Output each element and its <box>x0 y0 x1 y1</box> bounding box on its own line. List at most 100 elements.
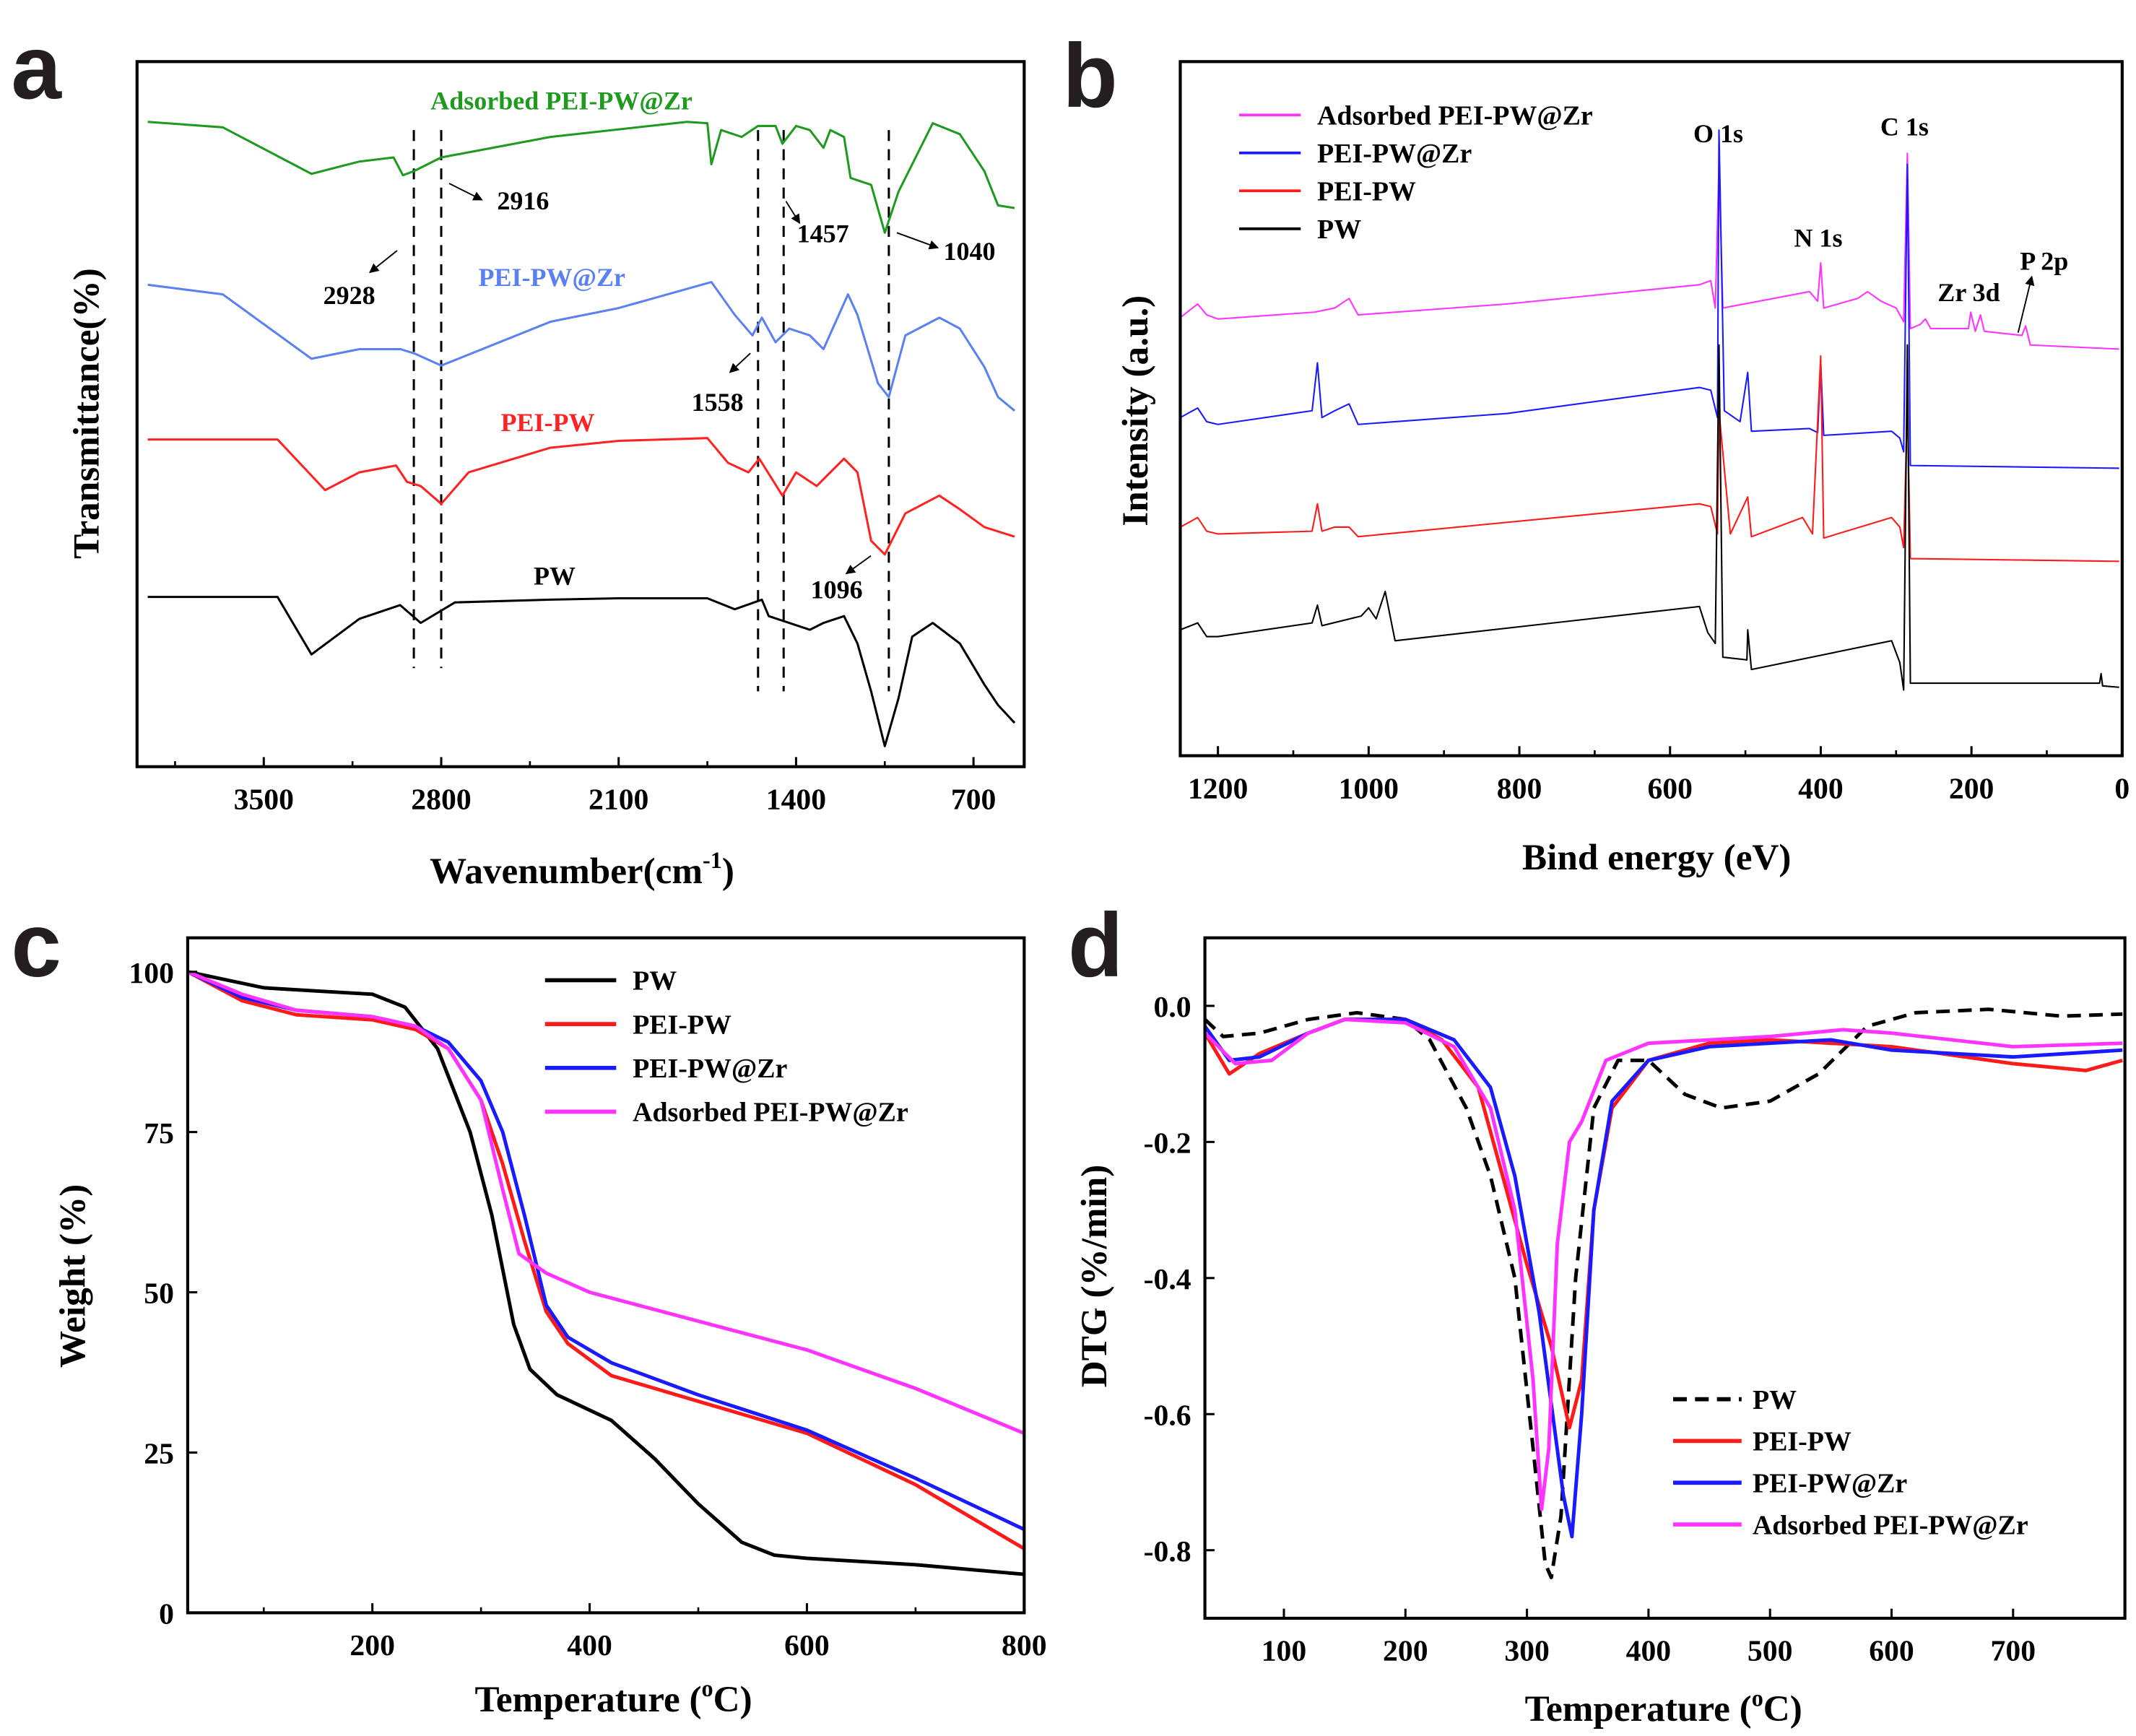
panel-a-arrow-1558 <box>729 352 751 373</box>
y-tick-label: -0.8 <box>1144 1535 1191 1568</box>
series-line-pw <box>1180 344 2119 691</box>
legend-label: PW <box>1753 1385 1797 1415</box>
y-tick-label: -0.6 <box>1144 1399 1191 1432</box>
panel-a-annot-1457: 1457 <box>797 220 849 248</box>
panel-a-arrow-1457 <box>785 201 801 225</box>
panel-a-annot-1558: 1558 <box>692 388 744 417</box>
x-tick-label: 200 <box>350 1629 395 1662</box>
x-tick-label: 1000 <box>1339 772 1399 805</box>
x-tick-label: 200 <box>1383 1635 1428 1668</box>
panel-a-annot-2916: 2916 <box>497 186 549 215</box>
panel-a-arrow-2928 <box>369 250 398 274</box>
series-line-pw <box>147 596 1016 747</box>
legend-label: PEI-PW <box>1753 1427 1851 1457</box>
panel-a-ftir-chart: 3500 2800 2100 1400 700 <box>135 60 1026 816</box>
panel-a-xlabel-end: ) <box>722 851 734 892</box>
x-tick-label: 600 <box>784 1629 830 1662</box>
legend-label: PEI-PW <box>633 1010 731 1040</box>
x-tick-label: 800 <box>1002 1629 1047 1662</box>
panel-a-label-pei-pw-zr: PEI-PW@Zr <box>478 263 625 292</box>
y-tick-label: 50 <box>144 1277 174 1311</box>
panel-b-xlabel: Bind energy (eV) <box>1522 837 1791 878</box>
plot-frame <box>1178 60 2124 758</box>
series-line-adsorbed-pei-pw-zr <box>187 970 1025 1436</box>
series-line-adsorbed-pei-pw-zr <box>1204 1017 2123 1511</box>
series-line-pei-pw <box>147 437 1015 556</box>
panel-b-arrow-p2p <box>2017 275 2035 333</box>
panel-d-ylabel: DTG (%/min) <box>1074 1165 1115 1387</box>
x-tick-label: 1200 <box>1188 772 1248 805</box>
series-line-pei-pw-zr <box>147 281 1016 412</box>
panel-b-annot-c1s: C 1s <box>1880 113 1929 142</box>
legend-label: PW <box>633 966 677 997</box>
series-line-pw <box>187 970 1025 1576</box>
panel-a-xlabel-main: Wavenumber(cm <box>430 851 703 892</box>
series-group <box>187 970 1025 1576</box>
panel-c-xlabel: Temperature (oC) <box>474 1675 752 1720</box>
panel-c-xlabel-end: C) <box>713 1679 752 1720</box>
y-tick-label: 0 <box>159 1598 174 1631</box>
panel-c-xlabel-main: Temperature ( <box>474 1679 701 1720</box>
panel-letter-b: b <box>1062 25 1117 126</box>
panel-a-annot-1040: 1040 <box>943 237 995 266</box>
plot-frame <box>135 60 1026 768</box>
panel-b-annot-n1s: N 1s <box>1794 223 1842 252</box>
x-tick-label: 700 <box>1991 1635 2036 1668</box>
x-tick-label: 800 <box>1497 772 1542 805</box>
panel-b-annot-o1s: O 1s <box>1693 119 1743 148</box>
legend-label: Adsorbed PEI-PW@Zr <box>633 1098 908 1128</box>
panel-c-tga-chart: 200 400 600 800 0 25 50 75 100 PW PEI-PW PEI-PW@Zr A… <box>129 936 1047 1662</box>
panel-a-label-pei-pw: PEI-PW <box>501 408 595 437</box>
y-tick-label: 100 <box>129 957 174 990</box>
panel-b-annot-p2p: P 2p <box>2020 246 2068 275</box>
series-group <box>1204 1007 2123 1579</box>
panel-a-annot-2928: 2928 <box>324 281 375 310</box>
y-tick-label: -0.4 <box>1144 1263 1191 1296</box>
panel-a-ylabel: Transmittance(%) <box>66 268 108 559</box>
series-line-pei-pw-zr <box>1180 129 2119 469</box>
legend-label: PEI-PW@Zr <box>1753 1469 1907 1499</box>
x-tick-label: 200 <box>1949 772 1994 805</box>
panel-a-xlabel-sup: -1 <box>703 847 722 873</box>
y-tick-label: 75 <box>144 1117 174 1150</box>
panel-d-dtg-chart: 100 200 300 400 500 600 700 0.0 -0.2 -0.4 -0.6 -0.8… <box>1144 936 2127 1668</box>
panel-b-ylabel: Intensity (a.u.) <box>1115 295 1156 526</box>
legend-label: PEI-PW <box>1317 177 1416 207</box>
y-tick-label: 0.0 <box>1154 991 1191 1024</box>
series-line-pw <box>1204 1007 2123 1579</box>
panel-c-ylabel: Weight (%) <box>53 1184 94 1368</box>
legend-label: PEI-PW@Zr <box>633 1054 787 1084</box>
panel-d-xlabel-sup: o <box>1752 1685 1763 1711</box>
panel-d-xlabel: Temperature (oC) <box>1525 1685 1802 1730</box>
panel-a-label-pw: PW <box>534 562 576 591</box>
plot-frame <box>186 936 1026 1615</box>
panel-d-xlabel-end: C) <box>1763 1688 1802 1730</box>
series-line-pei-pw <box>187 970 1025 1550</box>
x-tick-label: 2100 <box>589 783 648 816</box>
panel-d-xlabel-main: Temperature ( <box>1525 1688 1752 1730</box>
series-line-pei-pw <box>1204 1017 2123 1430</box>
panel-a-arrow-1096 <box>845 555 872 575</box>
legend-label: Adsorbed PEI-PW@Zr <box>1753 1510 2028 1540</box>
panel-letter-d: d <box>1068 895 1123 996</box>
series-line-pei-pw-zr <box>187 970 1025 1532</box>
x-tick-label: 700 <box>951 783 997 816</box>
x-tick-label: 400 <box>1626 1635 1672 1668</box>
x-tick-label: 400 <box>567 1629 612 1662</box>
x-tick-label: 500 <box>1748 1635 1793 1668</box>
x-tick-label: 1400 <box>766 783 826 816</box>
series-line-adsorbed-pei-pw-zr <box>147 121 1015 234</box>
panel-a-xlabel: Wavenumber(cm-1) <box>430 847 734 892</box>
y-tick-label: -0.2 <box>1144 1127 1191 1160</box>
series-line-pei-pw-zr <box>1204 1017 2123 1539</box>
legend-label: PEI-PW@Zr <box>1317 139 1472 169</box>
panel-a-annot-1096: 1096 <box>811 576 863 604</box>
panel-letter-a: a <box>11 17 62 118</box>
panel-c-xlabel-sup: o <box>702 1675 713 1701</box>
panel-b-xps-chart: 1200 1000 800 600 400 200 0 Adsorbed PEI-PW@Zr P… <box>1178 60 2130 805</box>
series-group <box>147 121 1016 747</box>
x-tick-label: 400 <box>1798 772 1844 805</box>
panel-a-label-adsorbed: Adsorbed PEI-PW@Zr <box>430 87 693 116</box>
series-line-pei-pw <box>1180 355 2119 563</box>
panel-a-arrow-2916 <box>448 183 483 201</box>
